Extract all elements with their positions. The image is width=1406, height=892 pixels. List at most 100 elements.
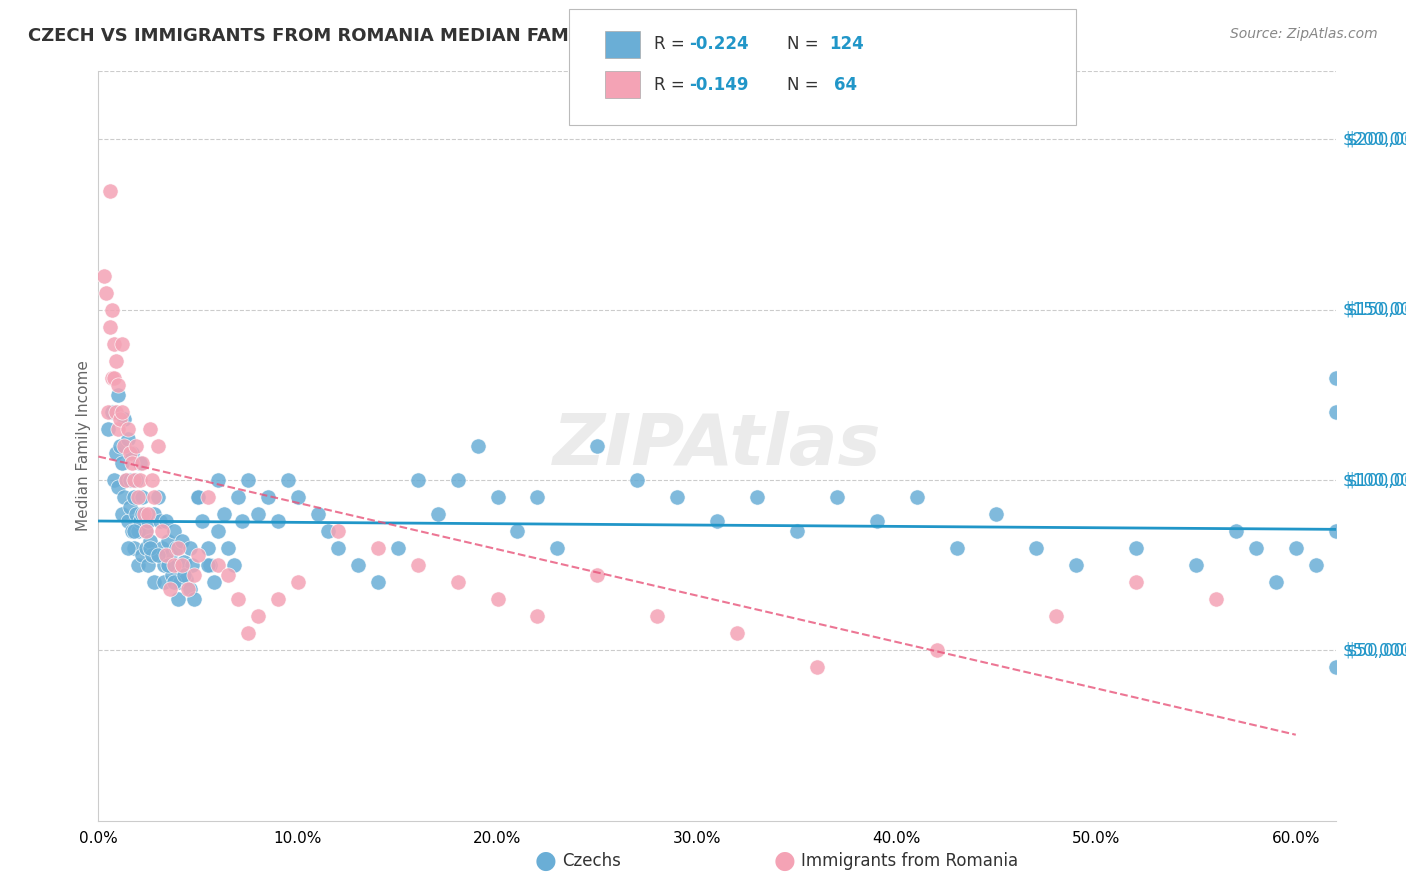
Point [103,371,125,385]
Point [148,548,170,562]
Point [179,582,201,596]
Point [181,558,204,573]
Point [197,541,219,556]
Point [149,514,172,528]
Point [105,446,128,460]
Point [125,507,148,521]
Point [153,575,176,590]
Text: ZIPAtlas: ZIPAtlas [553,411,882,481]
Point [136,507,159,521]
Point [107,377,129,392]
Point [101,302,124,317]
Point [124,473,146,487]
Point [143,490,166,504]
Point [1125,575,1147,590]
Text: -0.149: -0.149 [689,76,748,94]
Point [136,514,159,528]
Point [224,558,246,573]
Point [134,507,156,521]
Point [101,371,124,385]
Point [446,473,468,487]
Point [141,548,163,562]
Point [586,439,609,453]
Point [96,285,118,300]
Point [127,490,149,504]
Point [159,548,181,562]
Point [1025,541,1047,556]
Point [100,184,122,198]
Point [157,558,180,573]
Point [546,541,568,556]
Point [326,524,349,538]
Point [167,541,190,556]
Point [207,473,229,487]
Point [101,405,124,419]
Point [486,490,509,504]
Point [347,558,370,573]
Point [446,575,468,590]
Point [467,439,489,453]
Text: 64: 64 [834,76,856,94]
Point [115,473,138,487]
Point [1324,524,1347,538]
Point [136,558,159,573]
Text: CZECH VS IMMIGRANTS FROM ROMANIA MEDIAN FAMILY INCOME CORRELATION CHART: CZECH VS IMMIGRANTS FROM ROMANIA MEDIAN … [28,27,905,45]
Point [406,558,429,573]
Point [367,575,389,590]
Point [236,473,259,487]
Point [786,524,808,538]
Point [586,568,609,582]
Point [277,473,299,487]
Point [112,411,135,425]
Point [139,541,162,556]
Text: $200,000: $200,000 [1347,130,1406,148]
Text: $50,000: $50,000 [1343,641,1406,659]
Text: 124: 124 [830,35,865,53]
Point [148,439,170,453]
Point [139,422,162,436]
Point [131,548,153,562]
Point [129,514,152,528]
Point [1324,371,1347,385]
Point [131,490,153,504]
Y-axis label: Median Family Income: Median Family Income [76,360,91,532]
Point [165,541,187,556]
Point [173,555,195,569]
Point [406,473,429,487]
Point [143,575,166,590]
Point [120,446,142,460]
Point [172,558,194,573]
Point [162,568,184,582]
Point [100,319,122,334]
Point [150,541,173,556]
Point [153,558,176,573]
Point [112,490,135,504]
Point [127,524,149,538]
Point [111,456,134,470]
Point [107,388,129,402]
Point [925,643,948,657]
Point [506,524,529,538]
Point [103,473,125,487]
Point [172,534,194,549]
Point [287,575,309,590]
Point [111,336,134,351]
Point [117,514,139,528]
Text: $150,000: $150,000 [1343,301,1406,318]
Point [105,354,128,368]
Point [217,568,239,582]
Point [226,490,249,504]
Point [1324,405,1347,419]
Point [202,575,225,590]
Point [486,592,509,607]
Point [1324,660,1347,674]
Point [120,500,142,515]
Point [1205,592,1227,607]
Point [316,524,339,538]
Point [326,541,349,556]
Point [143,507,166,521]
Point [706,514,728,528]
Text: ●: ● [534,849,557,872]
Point [107,422,129,436]
Point [124,524,146,538]
